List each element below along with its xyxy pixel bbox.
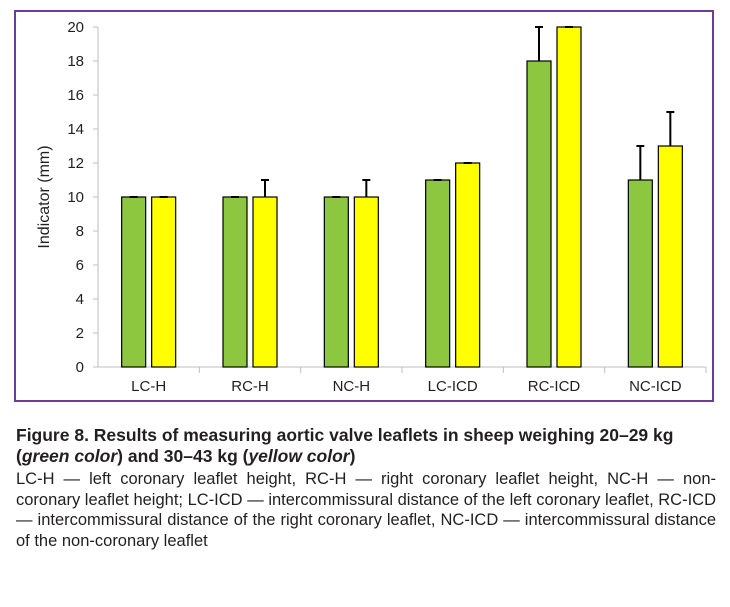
y-tick-label: 4 [76,291,84,308]
y-tick-label: 20 [67,19,84,36]
x-tick-label: RC-H [231,378,269,395]
y-tick-label: 0 [76,359,84,376]
bar [526,60,552,368]
caption-body: LC-H — left coronary leaflet height, RC-… [16,470,716,550]
y-tick-label: 8 [76,223,84,240]
caption-title-mid: ) and 30–43 kg ( [117,446,249,466]
y-tick-label: 16 [67,87,84,104]
caption-title-green: green color [21,446,118,466]
bar [455,162,481,368]
caption-title-prefix: Figure 8. Results of measuring aortic va… [16,425,674,466]
bar [657,145,683,368]
bar [425,179,451,368]
bar [151,196,177,368]
caption-title: Figure 8. Results of measuring aortic va… [16,425,716,467]
caption-title-yellow: yellow color [248,446,350,466]
y-axis-title: Indicator (mm) [36,145,53,248]
x-tick-label: RC-ICD [528,378,581,395]
x-tick-label: LC-ICD [428,378,478,395]
caption-title-suffix: ) [349,446,356,466]
x-tick-label: NC-H [333,378,371,395]
x-tick-label: LC-H [131,378,166,395]
bar [222,196,248,368]
bar [353,196,379,368]
chart-frame: 0 2 4 6 8 10 12 14 16 18 20 Indicator (mm) LC-H RC-H N… [14,10,714,402]
y-tick-label: 12 [67,155,84,172]
y-tick-label: 6 [76,257,84,274]
y-tick-label: 10 [67,189,84,206]
bar [121,196,147,368]
x-tick-label: NC-ICD [629,378,682,395]
bar [252,196,278,368]
y-tick-label: 14 [67,121,84,138]
bar [556,26,582,368]
bar [627,179,653,368]
bar [323,196,349,368]
y-tick-label: 2 [76,325,84,342]
y-tick-label: 18 [67,53,84,70]
bar-chart: 0 2 4 6 8 10 12 14 16 18 20 Indicator (mm) LC-H RC-H N… [36,19,707,395]
figure-caption: Figure 8. Results of measuring aortic va… [16,425,716,551]
